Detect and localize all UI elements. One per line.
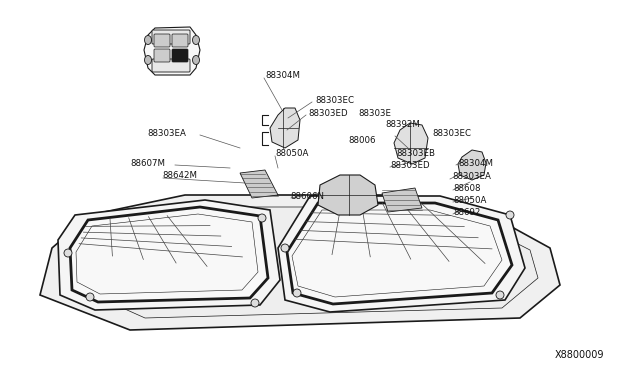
Circle shape xyxy=(496,291,504,299)
Text: 88642M: 88642M xyxy=(162,170,197,180)
Text: X8800009: X8800009 xyxy=(555,350,605,360)
Polygon shape xyxy=(278,196,525,312)
Polygon shape xyxy=(287,203,512,304)
Circle shape xyxy=(506,211,514,219)
Polygon shape xyxy=(76,214,258,294)
FancyBboxPatch shape xyxy=(172,49,188,62)
Ellipse shape xyxy=(145,35,152,45)
Text: 88303E: 88303E xyxy=(358,109,391,118)
Text: 88050A: 88050A xyxy=(453,196,486,205)
Circle shape xyxy=(258,214,266,222)
Text: 88608: 88608 xyxy=(453,183,481,192)
FancyBboxPatch shape xyxy=(152,30,190,44)
FancyBboxPatch shape xyxy=(172,34,188,47)
Text: 88303ED: 88303ED xyxy=(308,109,348,118)
Ellipse shape xyxy=(193,55,200,64)
FancyBboxPatch shape xyxy=(154,34,170,47)
Text: 88606N: 88606N xyxy=(290,192,324,201)
Polygon shape xyxy=(270,108,300,148)
Circle shape xyxy=(281,244,289,252)
Polygon shape xyxy=(58,200,280,310)
FancyBboxPatch shape xyxy=(152,59,190,72)
Text: 88303EA: 88303EA xyxy=(452,171,491,180)
Text: 88303EB: 88303EB xyxy=(396,148,435,157)
Ellipse shape xyxy=(145,55,152,64)
Text: 88607M: 88607M xyxy=(130,158,165,167)
Text: 88303ED: 88303ED xyxy=(390,160,429,170)
Text: 88304M: 88304M xyxy=(458,158,493,167)
Polygon shape xyxy=(318,175,378,215)
Ellipse shape xyxy=(193,35,200,45)
Polygon shape xyxy=(70,207,268,302)
Text: 88303EA: 88303EA xyxy=(147,128,186,138)
Circle shape xyxy=(251,299,259,307)
Polygon shape xyxy=(240,170,278,198)
Polygon shape xyxy=(60,207,538,318)
Polygon shape xyxy=(382,188,422,212)
Polygon shape xyxy=(40,195,560,330)
Text: 88392M: 88392M xyxy=(385,119,420,128)
Circle shape xyxy=(64,249,72,257)
Text: 88303EC: 88303EC xyxy=(315,96,354,105)
Polygon shape xyxy=(144,27,200,75)
Circle shape xyxy=(86,293,94,301)
FancyBboxPatch shape xyxy=(154,49,170,62)
Text: 88006: 88006 xyxy=(348,135,376,144)
Text: 88050A: 88050A xyxy=(275,148,308,157)
Text: 88303EC: 88303EC xyxy=(432,128,471,138)
Text: 88304M: 88304M xyxy=(265,71,300,80)
Text: 88692: 88692 xyxy=(453,208,481,217)
Polygon shape xyxy=(292,210,502,297)
Circle shape xyxy=(293,289,301,297)
Polygon shape xyxy=(458,150,486,180)
Polygon shape xyxy=(394,123,428,164)
